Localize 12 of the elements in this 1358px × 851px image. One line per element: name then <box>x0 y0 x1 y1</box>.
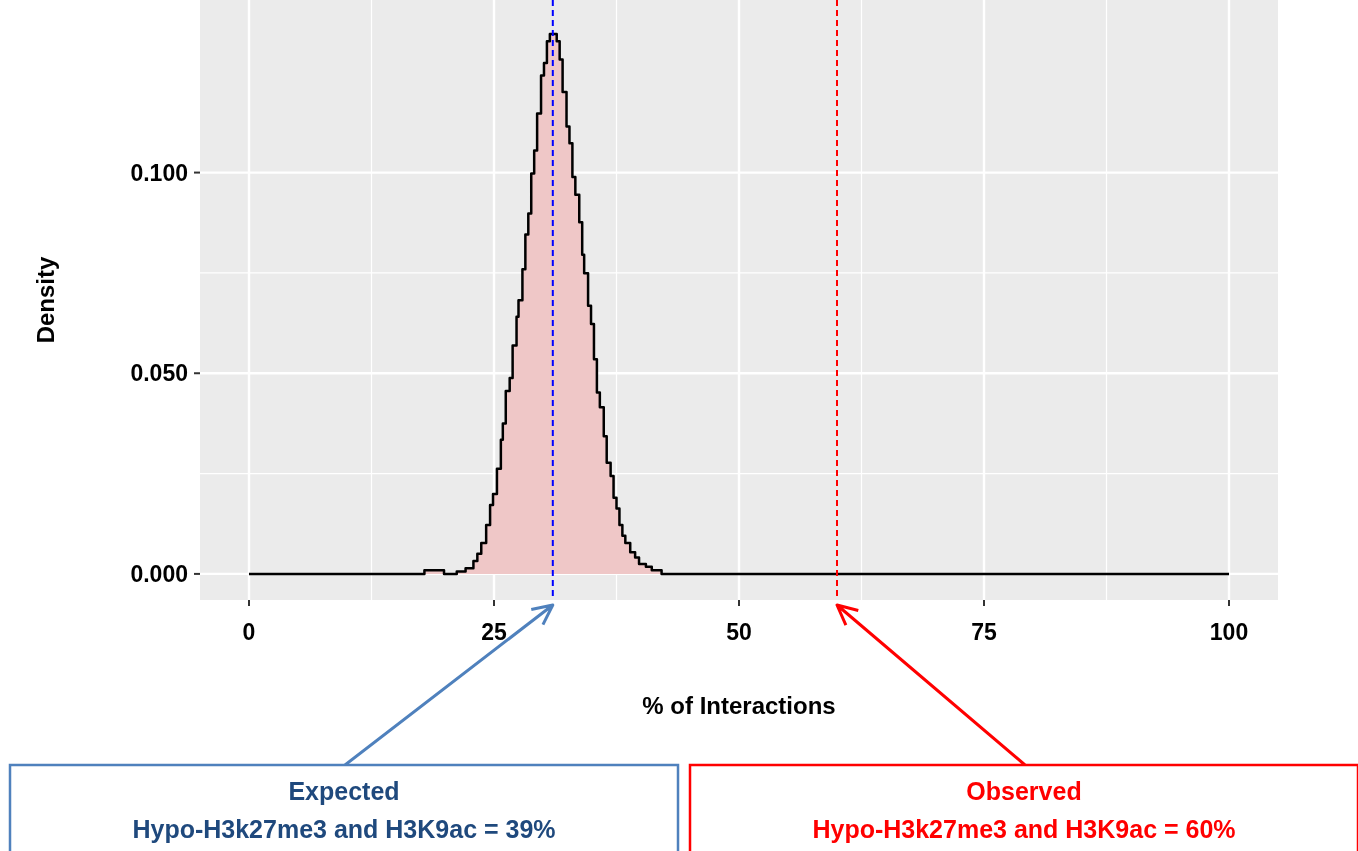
x-axis-title: % of Interactions <box>642 692 836 719</box>
y-tick-label: 0.100 <box>130 159 188 186</box>
text: Expected Hypo-H3k27me3 and H3K9ac = 39% <box>132 777 556 843</box>
y-tick-label: 0.050 <box>130 360 188 387</box>
x-tick-label: 75 <box>971 619 997 645</box>
y-tick-label: 0.000 <box>130 560 188 587</box>
text: Observed Hypo-H3k27me3 and H3K9ac = 60% <box>812 777 1236 843</box>
x-tick-label: 100 <box>1209 619 1249 645</box>
x-tick-label: 0 <box>242 619 256 645</box>
y-axis-title: Density <box>32 256 59 344</box>
x-tick-label: 25 <box>481 619 507 645</box>
x-tick-label: 50 <box>726 619 752 645</box>
